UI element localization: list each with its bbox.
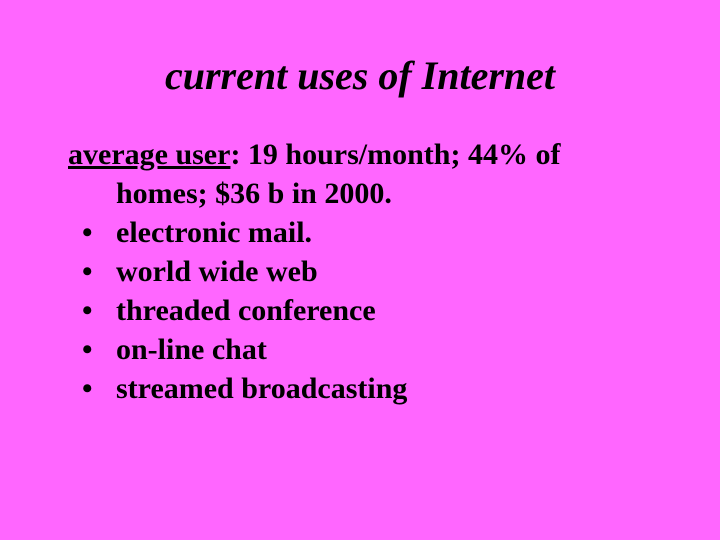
- list-item: • electronic mail.: [68, 213, 660, 252]
- bullet-icon: •: [68, 291, 116, 330]
- bullet-text: world wide web: [116, 252, 660, 291]
- intro-underlined-lead: average user: [68, 138, 230, 171]
- list-item: • on-line chat: [68, 330, 660, 369]
- intro-line-1: average user: 19 hours/month; 44% of: [68, 135, 660, 174]
- intro-line-2: homes; $36 b in 2000.: [68, 174, 660, 213]
- bullet-icon: •: [68, 213, 116, 252]
- slide-title: current uses of Internet: [0, 0, 720, 135]
- list-item: • streamed broadcasting: [68, 369, 660, 408]
- bullet-icon: •: [68, 252, 116, 291]
- bullet-text: electronic mail.: [116, 213, 660, 252]
- bullet-text: threaded conference: [116, 291, 660, 330]
- list-item: • threaded conference: [68, 291, 660, 330]
- bullet-icon: •: [68, 330, 116, 369]
- bullet-icon: •: [68, 369, 116, 408]
- bullet-text: streamed broadcasting: [116, 369, 660, 408]
- slide-body: average user: 19 hours/month; 44% of hom…: [0, 135, 720, 408]
- list-item: • world wide web: [68, 252, 660, 291]
- bullet-text: on-line chat: [116, 330, 660, 369]
- slide: current uses of Internet average user: 1…: [0, 0, 720, 540]
- intro-rest-first-line: : 19 hours/month; 44% of: [230, 138, 560, 171]
